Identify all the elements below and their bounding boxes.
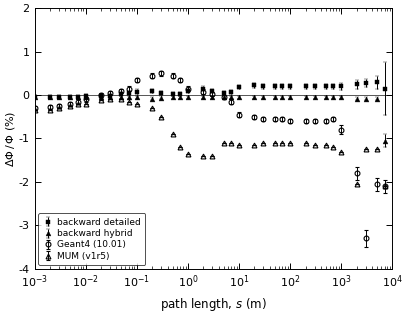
X-axis label: path length, $s$ (m): path length, $s$ (m) bbox=[160, 296, 267, 313]
Y-axis label: $\Delta\Phi\,/\,\Phi$ (%): $\Delta\Phi\,/\,\Phi$ (%) bbox=[4, 110, 17, 167]
Legend: backward detailed, backward hybrid, Geant4 (10.01), MUM (v1r5): backward detailed, backward hybrid, Gean… bbox=[38, 213, 145, 265]
